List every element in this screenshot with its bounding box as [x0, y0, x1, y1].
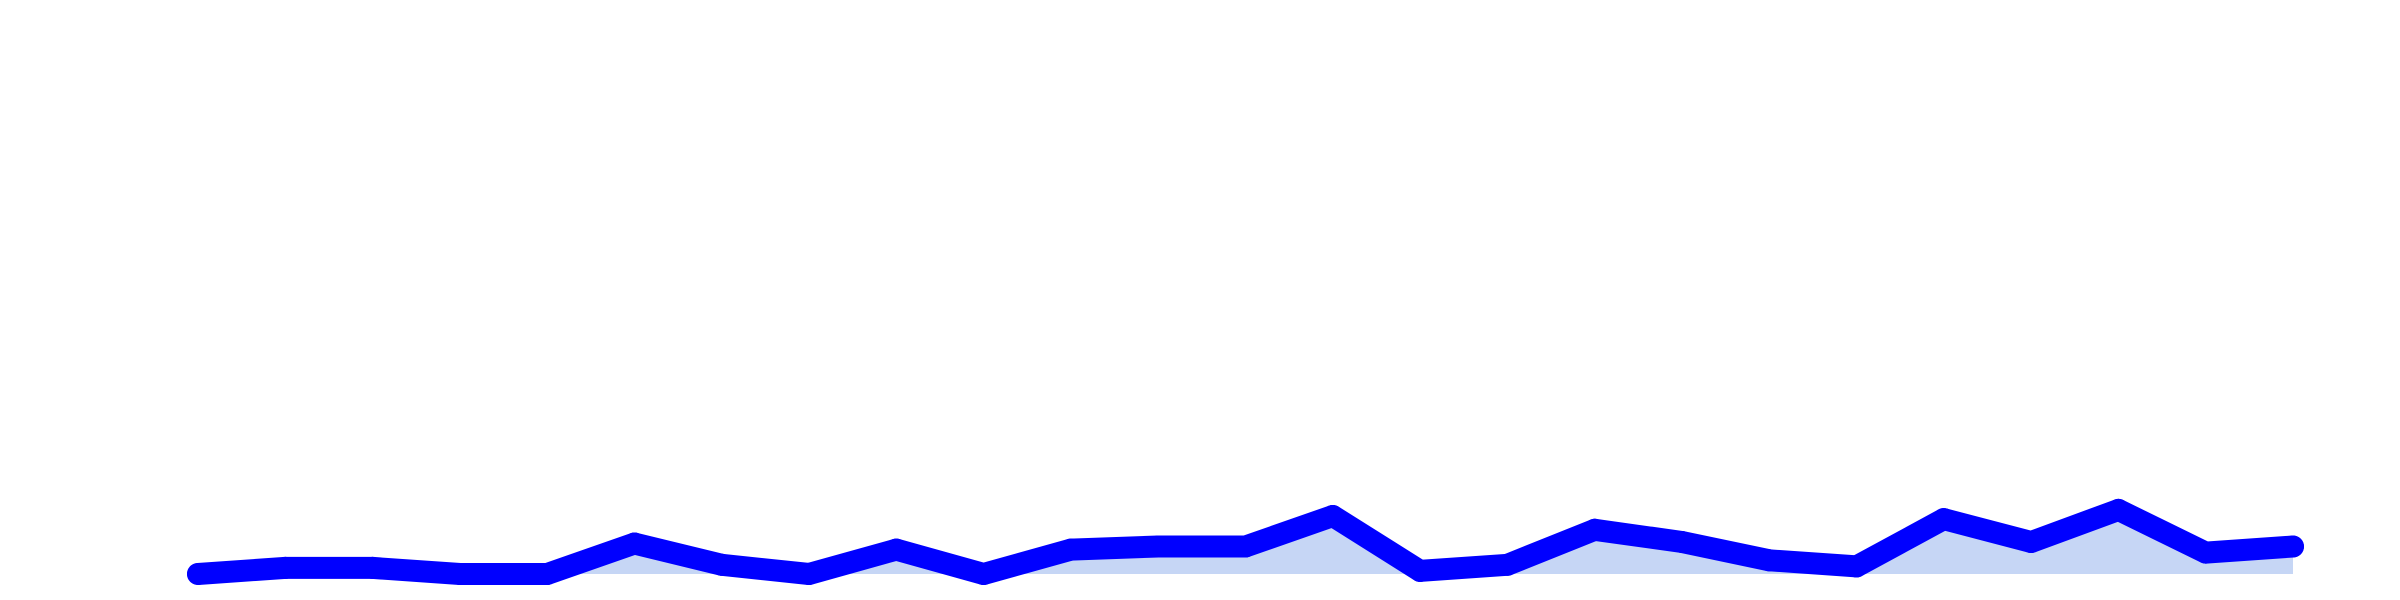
data-point-25 [2282, 535, 2304, 558]
data-point-2 [274, 556, 297, 579]
line-segment-13 [1234, 505, 1344, 558]
data-point-11 [1059, 538, 1082, 561]
data-point-23 [2107, 498, 2130, 521]
data-point-4 [448, 563, 471, 585]
line-segment-14 [1321, 505, 1432, 582]
plot-area [187, 498, 2304, 585]
data-point-22 [2020, 531, 2043, 553]
line-segment-21 [1932, 508, 2043, 553]
data-point-18 [1671, 531, 1693, 553]
data-point-20 [1845, 555, 1868, 578]
line-segment-3 [361, 556, 471, 585]
line-segment-17 [1583, 518, 1693, 553]
line-segment-20 [1845, 508, 1955, 578]
line-segment-18 [1671, 531, 1781, 572]
data-point-12 [1147, 535, 1170, 558]
data-point-13 [1234, 535, 1257, 558]
data-point-15 [1409, 559, 1432, 582]
line-segment-10 [972, 538, 1082, 585]
data-point-1 [187, 563, 209, 585]
line-segment-7 [710, 553, 820, 585]
line-segments [187, 498, 2304, 585]
line-segment-8 [798, 538, 908, 585]
line-segment-1 [187, 556, 297, 585]
area-fill [198, 509, 2293, 574]
data-point-16 [1496, 553, 1519, 576]
data-point-19 [1758, 549, 1781, 572]
line-segment-11 [1059, 535, 1170, 561]
line-segment-15 [1409, 553, 1519, 582]
data-point-9 [885, 538, 908, 561]
line-segment-24 [2194, 535, 2304, 564]
data-point-3 [361, 556, 384, 579]
data-point-21 [1932, 508, 1955, 531]
line-segment-5 [536, 532, 646, 585]
data-point-24 [2194, 541, 2217, 564]
data-point-10 [972, 563, 995, 585]
line-segment-22 [2020, 498, 2130, 553]
line-segment-9 [885, 538, 995, 585]
data-point-8 [798, 563, 820, 585]
data-point-6 [623, 532, 646, 555]
line-segment-19 [1758, 549, 1868, 578]
data-point-17 [1583, 518, 1606, 541]
line-segment-16 [1496, 518, 1606, 576]
line-segment-23 [2107, 498, 2217, 564]
data-point-14 [1321, 505, 1344, 527]
line-segment-6 [623, 532, 733, 576]
data-point-7 [710, 553, 733, 576]
data-point-5 [536, 563, 559, 585]
